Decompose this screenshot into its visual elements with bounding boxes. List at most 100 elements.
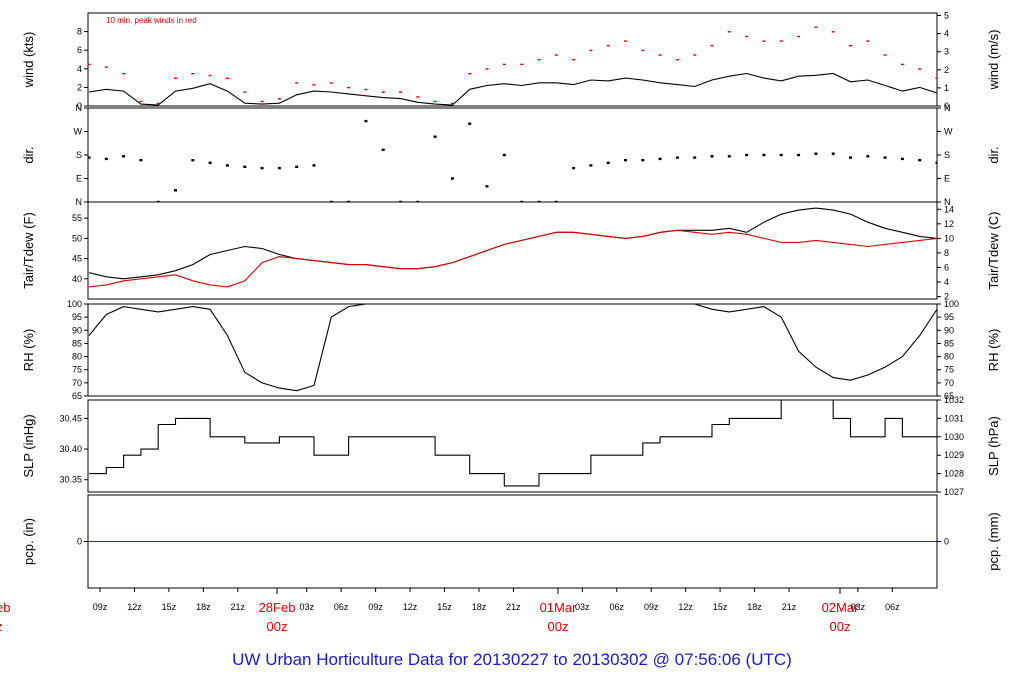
direction-point (849, 156, 852, 159)
peak-wind-point (416, 96, 420, 98)
peak-wind-point (312, 84, 316, 86)
peak-wind-point (831, 31, 835, 33)
peak-wind-point (104, 66, 108, 68)
temp-tick-label-left: 45 (72, 254, 82, 264)
direction-point (745, 153, 749, 157)
peak-wind-point (243, 91, 247, 93)
date-label: 01Mar (540, 600, 578, 615)
hour-tick-label: 15z (437, 602, 452, 612)
peak-wind-point (883, 54, 887, 56)
hour-tick-label: 18z (196, 602, 211, 612)
peak-wind-point (624, 40, 627, 42)
direction-point (624, 159, 627, 162)
direction-point (727, 155, 731, 158)
peak-wind-point (572, 59, 576, 61)
temp-tick-label-right: 14 (944, 204, 954, 214)
wind-frame (87, 12, 938, 107)
direction-point (589, 164, 593, 167)
hour-tick-label: 09z (644, 602, 659, 612)
direction-point (295, 165, 299, 168)
peak-wind-point (174, 77, 177, 79)
slp-frame (87, 399, 938, 493)
temp-ylabel-right: Tair/Tdew (C) (986, 211, 1001, 289)
rh-tick-label-right: 100 (944, 299, 959, 309)
direction-point (468, 122, 472, 125)
wind-marks (88, 26, 937, 106)
wind-tick-label-right: 1 (944, 83, 949, 93)
date-label: eb (0, 600, 10, 615)
peak-wind-point (225, 77, 229, 79)
dir-ylabel-left: dir. (21, 146, 36, 163)
pcp-tick-label-right: 0 (944, 537, 949, 547)
slp-ylabel-left: SLP (inHg) (21, 414, 36, 477)
slp-panel: 30.35 30.40 30.45 1027 1028 1029 1030 1031 1032 S… (21, 395, 1001, 497)
temp-tick-label-right: 2 (944, 292, 949, 302)
direction-point (485, 185, 489, 188)
direction-point (364, 119, 368, 123)
hour-tick-label: 18z (747, 602, 762, 612)
direction-point (883, 156, 887, 159)
peak-wind-point (675, 59, 679, 61)
direction-point (520, 200, 524, 202)
direction-point (122, 155, 126, 158)
rh-tick-label-left: 75 (72, 365, 82, 375)
direction-point (831, 152, 835, 155)
wind-panel: 0 2 4 6 8 0 1 2 3 4 5 wind (kts) wind (m/s) 10 min. p… (21, 11, 1001, 111)
temp-marks (88, 207, 937, 288)
direction-point (554, 200, 558, 202)
slp-tick-label-right: 1027 (944, 487, 964, 497)
direction-point (762, 153, 766, 157)
pcp-ylabel-right: pcp. (mm) (986, 512, 1001, 571)
slp-ylabel-right: SLP (hPa) (986, 416, 1001, 476)
peak-wind-point (122, 73, 126, 75)
peak-wind-point (727, 31, 731, 33)
peak-wind-point (935, 77, 937, 79)
slp-tick-label-right: 1031 (944, 413, 964, 423)
rh-tick-label-left: 65 (72, 391, 82, 401)
direction-point (399, 200, 402, 202)
direction-point (260, 166, 264, 170)
rh-tick-label-right: 90 (944, 325, 954, 335)
hour-tick-label: 21z (782, 602, 797, 612)
direction-point (381, 148, 385, 151)
hour-tick-label: 12z (678, 602, 693, 612)
wind-tick-label-left: 4 (77, 64, 82, 74)
direction-point (104, 157, 108, 161)
time-axis: 09z 12z 15z 18z 21z 03z 06z 09z 12z 15z 18z 21z 03z 0… (0, 588, 900, 634)
peak-wind-point (468, 73, 472, 75)
direction-point (779, 153, 783, 157)
peak-wind-point (918, 68, 922, 70)
rh-tick-label-left: 85 (72, 338, 82, 348)
peak-wind-point (641, 49, 645, 52)
rh-tick-label-right: 85 (944, 338, 954, 348)
direction-point (139, 159, 143, 162)
peak-wind-point (762, 40, 766, 42)
dir-tick-label-left: W (74, 127, 83, 137)
rh-tick-label-right: 65 (944, 391, 954, 401)
date-label: 02Mar (822, 600, 860, 615)
peak-wind-point (745, 35, 749, 38)
hour-tick-label: 06z (609, 602, 624, 612)
slp-line (89, 400, 937, 487)
wind-ylabel-left: wind (kts) (21, 32, 36, 89)
dir-tick-label-right: E (944, 174, 950, 184)
dewpoint-line (88, 229, 937, 288)
peak-wind-point (347, 86, 351, 89)
slp-tick-label-right: 1029 (944, 450, 964, 460)
peak-wind-point (329, 82, 333, 84)
direction-point (675, 156, 679, 159)
wind-tick-label-right: 5 (944, 11, 949, 21)
peak-wind-point (520, 63, 524, 66)
peak-wind-point (814, 26, 818, 28)
direction-point (416, 200, 420, 202)
pcp-panel: 0 0 pcp. (in) pcp. (mm) (21, 494, 1001, 589)
peak-wind-point (399, 91, 402, 93)
peak-wind-point (849, 45, 852, 47)
wind-tick-label-right: 4 (944, 29, 949, 39)
direction-point (606, 161, 610, 164)
peak-wind-point (900, 63, 904, 66)
wind-tick-label-left: 2 (77, 82, 82, 92)
rh-panel: 65 70 75 80 85 90 95 100 65 70 75 80 85 90 95 100 RH (%)… (21, 299, 1001, 401)
direction-point (347, 200, 351, 202)
footer-title: UW Urban Horticulture Data for 20130227 … (232, 650, 792, 669)
